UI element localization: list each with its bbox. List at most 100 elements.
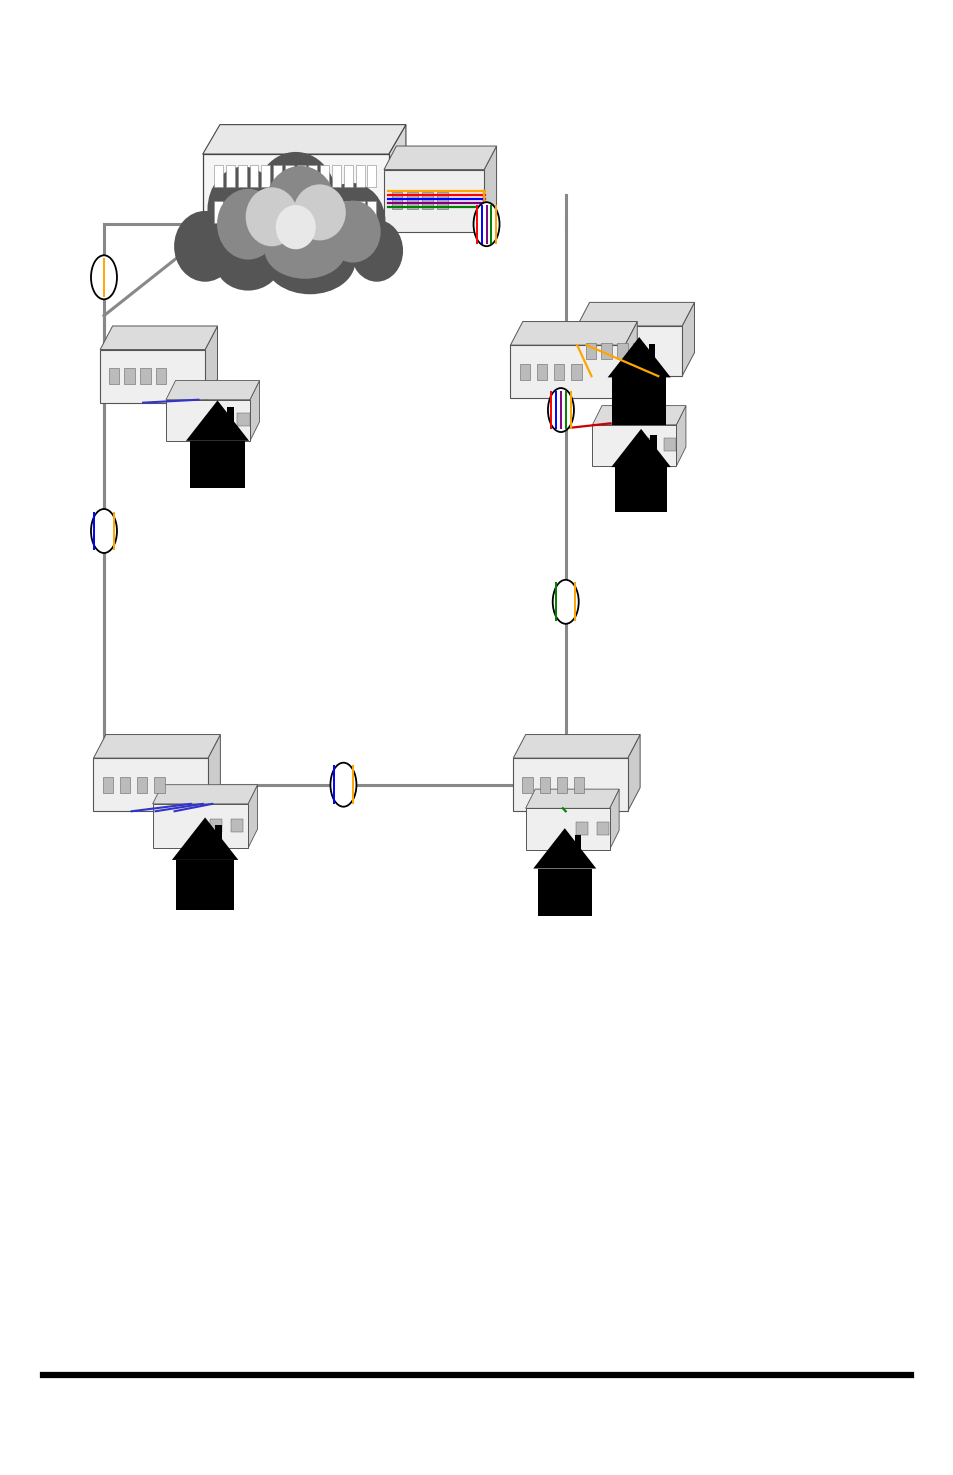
Polygon shape (510, 322, 637, 345)
Bar (392, 192, 402, 208)
Bar (154, 776, 165, 794)
Bar (554, 364, 564, 379)
Polygon shape (611, 429, 670, 468)
Bar (615, 468, 666, 512)
Bar (103, 776, 113, 794)
Polygon shape (152, 785, 257, 804)
Bar (597, 822, 609, 835)
Bar (296, 165, 305, 187)
Bar (213, 201, 223, 223)
Ellipse shape (265, 165, 335, 246)
Polygon shape (186, 400, 249, 441)
Bar (632, 342, 642, 358)
Polygon shape (100, 350, 205, 403)
Polygon shape (250, 381, 259, 441)
Polygon shape (510, 345, 624, 398)
Ellipse shape (214, 232, 281, 291)
Bar (226, 201, 234, 223)
Bar (237, 201, 247, 223)
Bar (574, 776, 584, 794)
Ellipse shape (330, 763, 356, 807)
Polygon shape (681, 302, 694, 376)
Bar (296, 201, 305, 223)
Bar (308, 165, 317, 187)
Ellipse shape (91, 255, 117, 299)
Bar (215, 825, 222, 850)
Polygon shape (152, 804, 248, 848)
Bar (663, 438, 676, 451)
Bar (227, 407, 233, 431)
Bar (612, 378, 666, 425)
Ellipse shape (547, 388, 574, 432)
Polygon shape (248, 785, 257, 848)
Ellipse shape (173, 211, 235, 282)
Polygon shape (166, 400, 250, 441)
Ellipse shape (293, 184, 345, 240)
Polygon shape (208, 735, 220, 811)
Bar (120, 776, 131, 794)
Bar (343, 165, 353, 187)
Polygon shape (607, 336, 670, 378)
Ellipse shape (91, 509, 117, 553)
Polygon shape (202, 125, 406, 153)
Polygon shape (525, 789, 618, 808)
Bar (216, 413, 229, 426)
Polygon shape (93, 735, 220, 758)
Polygon shape (484, 146, 497, 232)
Bar (140, 367, 151, 384)
Bar (210, 819, 222, 832)
Bar (285, 165, 294, 187)
Bar (213, 165, 223, 187)
Ellipse shape (275, 205, 315, 249)
Ellipse shape (316, 183, 385, 260)
Bar (320, 165, 329, 187)
Bar (155, 367, 166, 384)
Bar (642, 438, 655, 451)
Bar (574, 835, 580, 858)
Polygon shape (202, 153, 389, 235)
Bar (261, 201, 270, 223)
Ellipse shape (208, 167, 278, 252)
Bar (522, 776, 533, 794)
Bar (250, 201, 258, 223)
Bar (261, 165, 270, 187)
Bar (355, 201, 364, 223)
Bar (332, 165, 340, 187)
Ellipse shape (264, 223, 345, 279)
Bar (519, 364, 530, 379)
Bar (421, 192, 432, 208)
Bar (285, 201, 294, 223)
Bar (367, 165, 375, 187)
Bar (600, 342, 611, 358)
Bar (332, 201, 340, 223)
Bar (308, 201, 317, 223)
Bar (576, 822, 588, 835)
Polygon shape (577, 326, 681, 376)
Polygon shape (609, 789, 618, 850)
Ellipse shape (325, 201, 380, 263)
Bar (585, 342, 596, 358)
Polygon shape (676, 406, 685, 466)
Bar (407, 192, 417, 208)
Bar (231, 819, 243, 832)
Bar (124, 367, 134, 384)
Polygon shape (513, 758, 627, 811)
Bar (273, 165, 282, 187)
Polygon shape (592, 406, 685, 425)
Polygon shape (172, 817, 238, 860)
Ellipse shape (245, 187, 297, 246)
Bar (650, 435, 656, 457)
Polygon shape (513, 735, 639, 758)
Bar (237, 413, 250, 426)
Bar (648, 344, 655, 367)
Bar (226, 165, 234, 187)
Bar (617, 342, 627, 358)
Bar (320, 201, 329, 223)
Ellipse shape (552, 580, 578, 624)
Ellipse shape (351, 220, 403, 282)
Polygon shape (577, 302, 694, 326)
Polygon shape (533, 827, 596, 869)
Ellipse shape (217, 189, 279, 260)
Polygon shape (592, 425, 676, 466)
Polygon shape (205, 326, 217, 403)
